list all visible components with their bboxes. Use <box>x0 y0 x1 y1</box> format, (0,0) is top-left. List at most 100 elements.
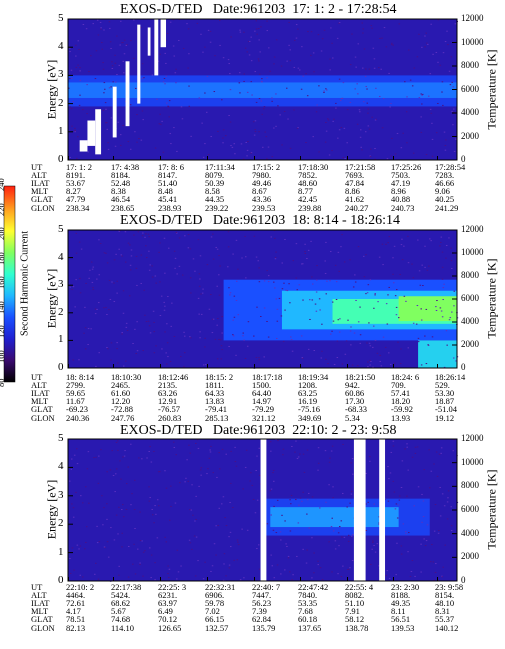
noise-speck <box>222 142 224 144</box>
noise-speck <box>357 321 360 323</box>
noise-speck <box>172 45 175 47</box>
noise-speck <box>390 451 393 453</box>
noise-speck <box>411 85 414 87</box>
noise-speck <box>188 444 190 446</box>
noise-speck <box>164 331 166 333</box>
noise-speck <box>293 66 296 68</box>
ephemeris-value: 47.84 <box>345 178 365 189</box>
noise-speck <box>114 491 116 493</box>
noise-speck <box>400 545 403 547</box>
ephemeris-value: 7.02 <box>205 606 220 617</box>
noise-speck <box>401 259 404 261</box>
noise-speck <box>229 292 232 294</box>
noise-speck <box>198 485 200 487</box>
noise-speck <box>448 237 450 239</box>
noise-speck <box>204 346 206 348</box>
noise-speck <box>378 67 380 69</box>
noise-speck <box>451 268 453 270</box>
noise-speck <box>258 131 260 133</box>
noise-speck <box>229 89 232 91</box>
noise-speck <box>325 501 327 503</box>
ephemeris-value: 12.91 <box>158 396 178 407</box>
noise-speck <box>150 577 152 579</box>
noise-speck <box>125 483 128 485</box>
noise-speck <box>103 29 105 31</box>
spectrogram-plot <box>67 438 459 582</box>
noise-speck <box>312 136 314 138</box>
noise-speck <box>374 293 376 295</box>
noise-speck <box>206 75 209 77</box>
ephemeris-value: 64.33 <box>205 388 225 399</box>
noise-speck <box>315 310 318 312</box>
noise-speck <box>445 139 447 141</box>
noise-speck <box>416 305 419 307</box>
ephemeris-value: 14.97 <box>252 396 272 407</box>
noise-speck <box>247 141 249 143</box>
noise-speck <box>307 348 310 350</box>
noise-speck <box>229 531 232 533</box>
noise-speck <box>414 452 417 454</box>
noise-speck <box>307 31 309 33</box>
noise-speck <box>134 131 136 133</box>
noise-speck <box>372 541 374 543</box>
noise-speck <box>173 441 175 443</box>
noise-speck <box>150 461 153 463</box>
ephemeris-value: 22:47:42 <box>298 582 329 592</box>
noise-speck <box>106 262 109 264</box>
noise-speck <box>404 81 406 83</box>
noise-speck <box>174 72 177 74</box>
noise-speck <box>290 338 293 340</box>
noise-speck <box>187 480 189 482</box>
noise-speck <box>441 278 444 280</box>
noise-speck <box>325 130 328 132</box>
noise-speck <box>306 95 309 97</box>
ephemeris-value: 46.54 <box>111 194 131 205</box>
noise-speck <box>167 573 169 575</box>
noise-speck <box>374 294 376 296</box>
ephemeris-value: 17:11:34 <box>205 162 235 172</box>
noise-speck <box>390 155 393 157</box>
noise-speck <box>332 120 334 122</box>
ephemeris-value: 138.78 <box>345 622 369 633</box>
noise-speck <box>258 73 261 75</box>
noise-speck <box>187 67 189 69</box>
noise-speck <box>148 325 151 327</box>
temperature-tick: 4000 <box>461 316 479 326</box>
noise-speck <box>426 42 428 44</box>
noise-speck <box>448 319 451 321</box>
noise-speck <box>335 299 338 301</box>
noise-speck <box>117 449 119 451</box>
noise-speck <box>445 330 448 332</box>
ephemeris-value: 48.10 <box>435 598 455 609</box>
noise-speck <box>392 257 394 259</box>
temperature-tick: 0 <box>461 362 466 372</box>
noise-speck <box>216 358 219 360</box>
noise-speck <box>232 335 235 337</box>
ephemeris-value: 7980. <box>252 170 272 181</box>
noise-speck <box>117 362 119 364</box>
noise-speck <box>169 360 172 362</box>
noise-speck <box>280 573 282 575</box>
noise-speck <box>176 273 178 275</box>
ephemeris-value: 9.06 <box>435 186 450 197</box>
noise-speck <box>178 19 180 21</box>
ephemeris-value: 238.93 <box>158 202 182 213</box>
noise-speck <box>417 486 420 488</box>
noise-speck <box>432 561 435 563</box>
noise-speck <box>130 249 133 251</box>
noise-speck <box>281 262 284 264</box>
noise-speck <box>381 243 384 245</box>
noise-speck <box>433 463 435 465</box>
noise-speck <box>199 469 202 471</box>
noise-speck <box>119 230 121 232</box>
noise-speck <box>228 536 230 538</box>
noise-speck <box>108 21 111 23</box>
noise-speck <box>135 87 137 89</box>
noise-speck <box>325 358 327 360</box>
noise-speck <box>390 102 392 104</box>
noise-speck <box>92 289 95 291</box>
noise-speck <box>130 504 132 506</box>
noise-speck <box>289 499 291 501</box>
temperature-tick: 12000 <box>461 224 484 234</box>
noise-speck <box>192 258 195 260</box>
